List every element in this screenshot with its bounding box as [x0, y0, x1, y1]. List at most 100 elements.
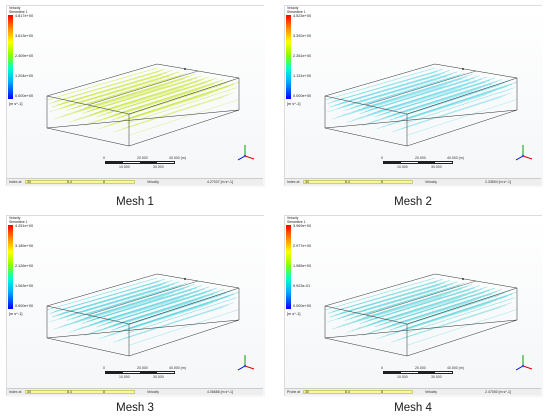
streamline — [49, 281, 160, 314]
legend-tick-label: 3.613e+00 — [15, 34, 34, 38]
legend-unit: [m s^-1] — [287, 102, 301, 106]
streamline — [114, 79, 225, 115]
streamline — [126, 87, 237, 124]
streamline — [406, 81, 518, 119]
status-variable: Velocity — [147, 390, 160, 394]
status-variable: Velocity — [425, 180, 438, 184]
mesh1-viewport[interactable]: Velocity Streamline 1 4.817e+00 3.613e+00 2.… — [6, 5, 265, 187]
status-value: 8.4 — [67, 180, 72, 184]
streamline — [364, 287, 475, 322]
streamline — [114, 289, 225, 325]
streamline — [359, 289, 470, 324]
streamline — [84, 74, 195, 109]
streamline — [94, 288, 205, 324]
axis-triad — [237, 355, 255, 371]
status-value: 8 — [381, 180, 383, 184]
streamline — [331, 296, 443, 330]
streamline — [376, 94, 487, 130]
streamline — [128, 81, 240, 119]
streamline — [73, 296, 184, 331]
streamline — [379, 80, 490, 116]
streamline — [98, 94, 209, 130]
domain-box-midline — [365, 280, 477, 316]
streamline — [344, 77, 455, 111]
mesh3-viewport[interactable]: Velocity Streamline 1 4.251e+00 3.189e+00 2.… — [6, 215, 265, 397]
streamline — [347, 71, 458, 106]
streamline — [76, 72, 187, 107]
streamline — [362, 74, 473, 109]
color-legend-bar — [286, 225, 291, 309]
streamline — [377, 286, 488, 322]
status-value: 30 — [27, 180, 31, 184]
streamline — [352, 78, 463, 113]
streamline — [83, 91, 194, 126]
streamline — [342, 73, 453, 108]
legend-tick-label: 0.000e+00 — [15, 94, 34, 98]
streamline — [84, 284, 195, 319]
streamline-scene — [285, 6, 543, 187]
streamline — [71, 284, 182, 319]
streamline — [367, 290, 478, 326]
legend-tick-label: 2.261e+00 — [293, 54, 312, 58]
streamline — [391, 96, 502, 133]
streamline — [81, 289, 192, 324]
ansys-brand: Ansys 2024 R2 STUDENT — [507, 217, 535, 236]
streamline — [367, 80, 478, 116]
streamline — [113, 96, 224, 133]
scale-bar: 0 20.000 40.000 (m) 10.000 30.000 — [381, 156, 464, 169]
status-value: 30 — [27, 390, 31, 394]
streamline — [396, 304, 507, 341]
legend-tick-label: 4.817e+00 — [15, 14, 34, 18]
legend-tick-label: 1.985e+00 — [293, 264, 312, 268]
streamline — [106, 287, 217, 324]
caption-mesh2: Mesh 2 — [394, 196, 432, 208]
streamline — [66, 287, 177, 321]
streamline — [89, 80, 200, 116]
streamline — [329, 74, 441, 108]
legend-unit: [m s^-1] — [9, 312, 23, 316]
streamline — [48, 289, 160, 323]
streamline — [101, 290, 212, 326]
legend-tick-label: 2.409e+00 — [15, 54, 34, 58]
legend-tick-label: 3.189e+00 — [15, 244, 34, 248]
streamline — [339, 70, 450, 104]
streamline — [58, 294, 169, 328]
streamline — [362, 284, 473, 319]
legend-tick-label: 0.000e+00 — [293, 94, 312, 98]
mesh2-viewport[interactable]: Velocity Streamline 1 4.523e+00 3.392e+00 2.… — [284, 5, 543, 187]
streamline — [351, 296, 462, 331]
streamline — [384, 287, 495, 324]
streamline — [337, 285, 448, 319]
legend-tick-label: 4.251e+00 — [15, 224, 34, 228]
streamline — [94, 78, 205, 114]
ansys-brand: Ansys 2024 R2 STUDENT — [507, 7, 535, 26]
streamline — [46, 277, 158, 311]
status-value: 8 — [103, 390, 105, 394]
streamline — [76, 282, 187, 317]
streamline — [384, 77, 495, 114]
streamline — [81, 79, 192, 114]
streamline — [392, 289, 503, 325]
streamline — [347, 281, 458, 316]
probe-point — [184, 278, 186, 280]
streamline — [88, 299, 199, 334]
mesh4-viewport[interactable]: Velocity Streamline 1 3.969e+00 2.977e+00 1.… — [284, 215, 543, 397]
streamline — [327, 71, 438, 104]
streamline — [351, 86, 462, 121]
streamline — [344, 287, 455, 321]
status-value: 30 — [305, 390, 309, 394]
streamline — [86, 287, 197, 322]
status-value: 8 — [103, 180, 105, 184]
streamline — [91, 75, 202, 111]
domain-box-bottom — [46, 319, 240, 357]
legend-tick-label: 0.000e+00 — [293, 304, 312, 308]
status-field — [303, 180, 413, 184]
streamline — [123, 302, 234, 339]
streamline — [88, 89, 199, 124]
streamline — [401, 302, 512, 339]
streamline — [98, 304, 209, 340]
streamline — [106, 77, 217, 114]
streamline — [46, 67, 158, 101]
streamline — [126, 297, 237, 334]
streamline — [116, 292, 227, 329]
